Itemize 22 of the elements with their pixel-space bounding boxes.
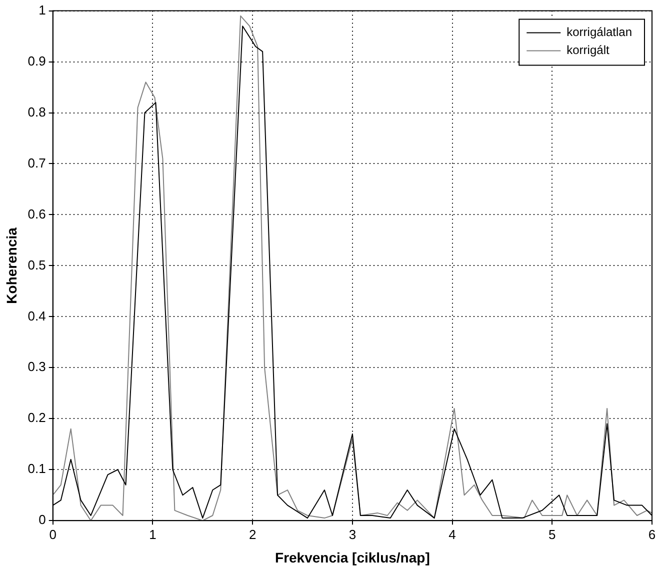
legend-label: korrigálatlan bbox=[566, 25, 632, 40]
y-tick-label: 1 bbox=[38, 2, 46, 18]
x-tick-label: 6 bbox=[648, 526, 656, 542]
y-tick-label: 0.6 bbox=[28, 206, 46, 222]
x-tick-label: 4 bbox=[448, 526, 456, 542]
y-tick-label: 0.7 bbox=[28, 155, 46, 170]
y-tick-label: 0.9 bbox=[28, 53, 46, 68]
x-tick-label: 1 bbox=[149, 526, 156, 542]
y-tick-label: 0.5 bbox=[28, 257, 46, 272]
x-axis-title: Frekvencia [ciklus/nap] bbox=[275, 549, 430, 566]
x-tick-label: 2 bbox=[248, 526, 256, 542]
y-tick-label: 0.3 bbox=[28, 359, 46, 374]
y-tick-label: 0 bbox=[38, 512, 46, 528]
y-tick-label: 0.2 bbox=[28, 410, 46, 426]
y-tick-label: 0.4 bbox=[28, 308, 46, 324]
x-tick-label: 3 bbox=[348, 526, 356, 542]
legend-label: korrigált bbox=[566, 43, 610, 58]
y-tick-label: 0.1 bbox=[28, 461, 46, 476]
x-tick-label: 5 bbox=[548, 526, 556, 542]
x-tick-label: 0 bbox=[49, 526, 56, 542]
y-axis-title: Koherencia bbox=[3, 227, 20, 304]
y-tick-label: 0.8 bbox=[28, 104, 46, 120]
